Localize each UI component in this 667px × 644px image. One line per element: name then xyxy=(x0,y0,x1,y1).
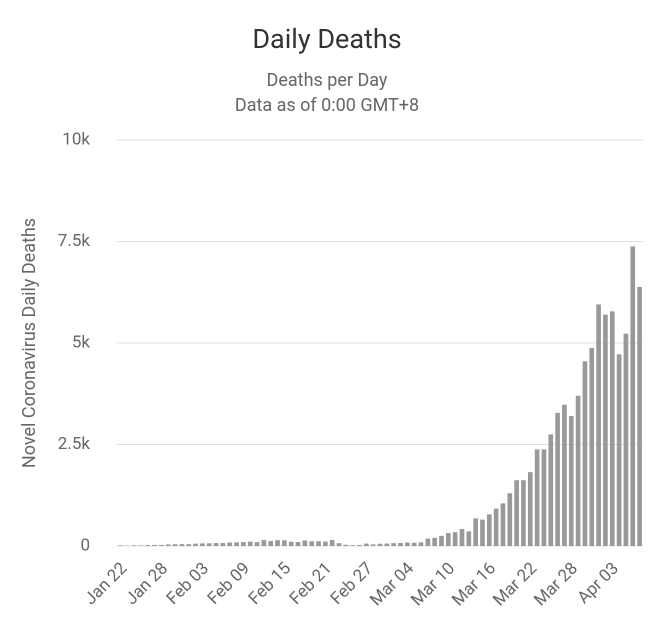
bar xyxy=(323,541,328,546)
bar xyxy=(275,540,280,546)
bar xyxy=(486,514,492,546)
bar xyxy=(384,543,390,546)
bar xyxy=(165,544,171,546)
bar xyxy=(616,354,622,546)
bar xyxy=(152,544,157,546)
bar xyxy=(418,542,424,546)
bar xyxy=(548,434,554,546)
bar xyxy=(200,543,205,546)
y-tick-label: 10k xyxy=(62,129,90,149)
x-tick-label: Apr 03 xyxy=(574,559,623,608)
bar xyxy=(623,333,629,546)
bar xyxy=(145,545,151,546)
bar xyxy=(425,538,431,546)
bar xyxy=(377,543,383,546)
bar xyxy=(131,545,137,546)
x-tick-label: Feb 03 xyxy=(163,559,213,609)
bar xyxy=(213,543,219,546)
bar xyxy=(343,544,349,546)
bar xyxy=(309,541,315,546)
bar xyxy=(241,542,246,546)
bar xyxy=(138,545,144,546)
bar xyxy=(459,528,465,546)
bar xyxy=(630,246,636,546)
bar xyxy=(452,532,458,546)
bar xyxy=(186,544,192,546)
bar xyxy=(527,472,533,546)
x-tick-label: Mar 10 xyxy=(407,559,459,611)
x-tick-label: Feb 09 xyxy=(204,559,254,609)
bar xyxy=(507,493,513,546)
bar xyxy=(288,541,294,546)
bar xyxy=(364,543,369,546)
bar xyxy=(118,545,123,546)
bar xyxy=(521,480,526,546)
bar xyxy=(329,539,335,546)
bar xyxy=(159,544,164,546)
bar xyxy=(282,540,287,546)
bar xyxy=(193,543,198,546)
x-tick-label: Feb 27 xyxy=(327,559,377,609)
chart-subtitle: Deaths per Day xyxy=(267,70,388,91)
bar xyxy=(179,544,185,546)
chart-title: Daily Deaths xyxy=(252,23,401,55)
bar xyxy=(609,311,615,546)
y-tick-label: 0 xyxy=(80,535,90,555)
bar xyxy=(473,518,478,546)
bar xyxy=(405,542,410,546)
chart-subtitle: Data as of 0:00 GMT+8 xyxy=(235,95,419,116)
x-tick-label: Feb 15 xyxy=(245,559,295,609)
bar xyxy=(575,395,581,546)
bar xyxy=(439,535,444,546)
bar xyxy=(336,543,342,546)
bar xyxy=(316,541,321,546)
bar xyxy=(637,286,642,546)
bar xyxy=(411,542,417,546)
bar xyxy=(172,544,178,546)
bar xyxy=(480,519,485,546)
bar xyxy=(261,540,267,546)
y-tick-label: 5k xyxy=(72,332,91,352)
x-tick-label: Mar 04 xyxy=(366,558,418,610)
bar xyxy=(268,541,274,546)
bar xyxy=(582,361,588,546)
bar xyxy=(370,544,376,546)
bar xyxy=(432,537,437,546)
bar xyxy=(555,412,560,546)
x-tick-label: Mar 28 xyxy=(530,559,582,611)
bar xyxy=(234,542,239,546)
bar xyxy=(493,508,499,546)
bar xyxy=(391,543,396,546)
bar xyxy=(541,449,547,546)
x-tick-label: Feb 21 xyxy=(286,559,336,609)
x-tick-label: Jan 28 xyxy=(122,559,172,609)
bar xyxy=(568,416,574,546)
x-tick-label: Mar 16 xyxy=(448,559,500,611)
y-tick-label: 7.5k xyxy=(58,231,91,251)
bar xyxy=(227,542,233,546)
bar xyxy=(596,304,601,546)
bar xyxy=(398,542,403,546)
bar xyxy=(562,404,567,546)
x-tick-label: Mar 22 xyxy=(489,559,541,611)
bar xyxy=(295,542,301,546)
bar xyxy=(220,543,226,546)
bar xyxy=(247,541,253,546)
bar xyxy=(302,540,308,546)
bar xyxy=(357,544,362,546)
bar xyxy=(514,480,519,546)
bar xyxy=(350,545,355,546)
x-tick-label: Jan 22 xyxy=(81,559,131,609)
bar xyxy=(589,347,595,546)
bar xyxy=(500,503,506,546)
y-axis-label: Novel Coronavirus Daily Deaths xyxy=(19,218,40,468)
bar xyxy=(534,449,540,546)
bar xyxy=(466,531,472,546)
bar xyxy=(603,314,608,546)
bar xyxy=(254,542,260,546)
y-tick-label: 2.5k xyxy=(58,434,91,454)
bar xyxy=(445,533,451,546)
bar xyxy=(206,543,212,546)
